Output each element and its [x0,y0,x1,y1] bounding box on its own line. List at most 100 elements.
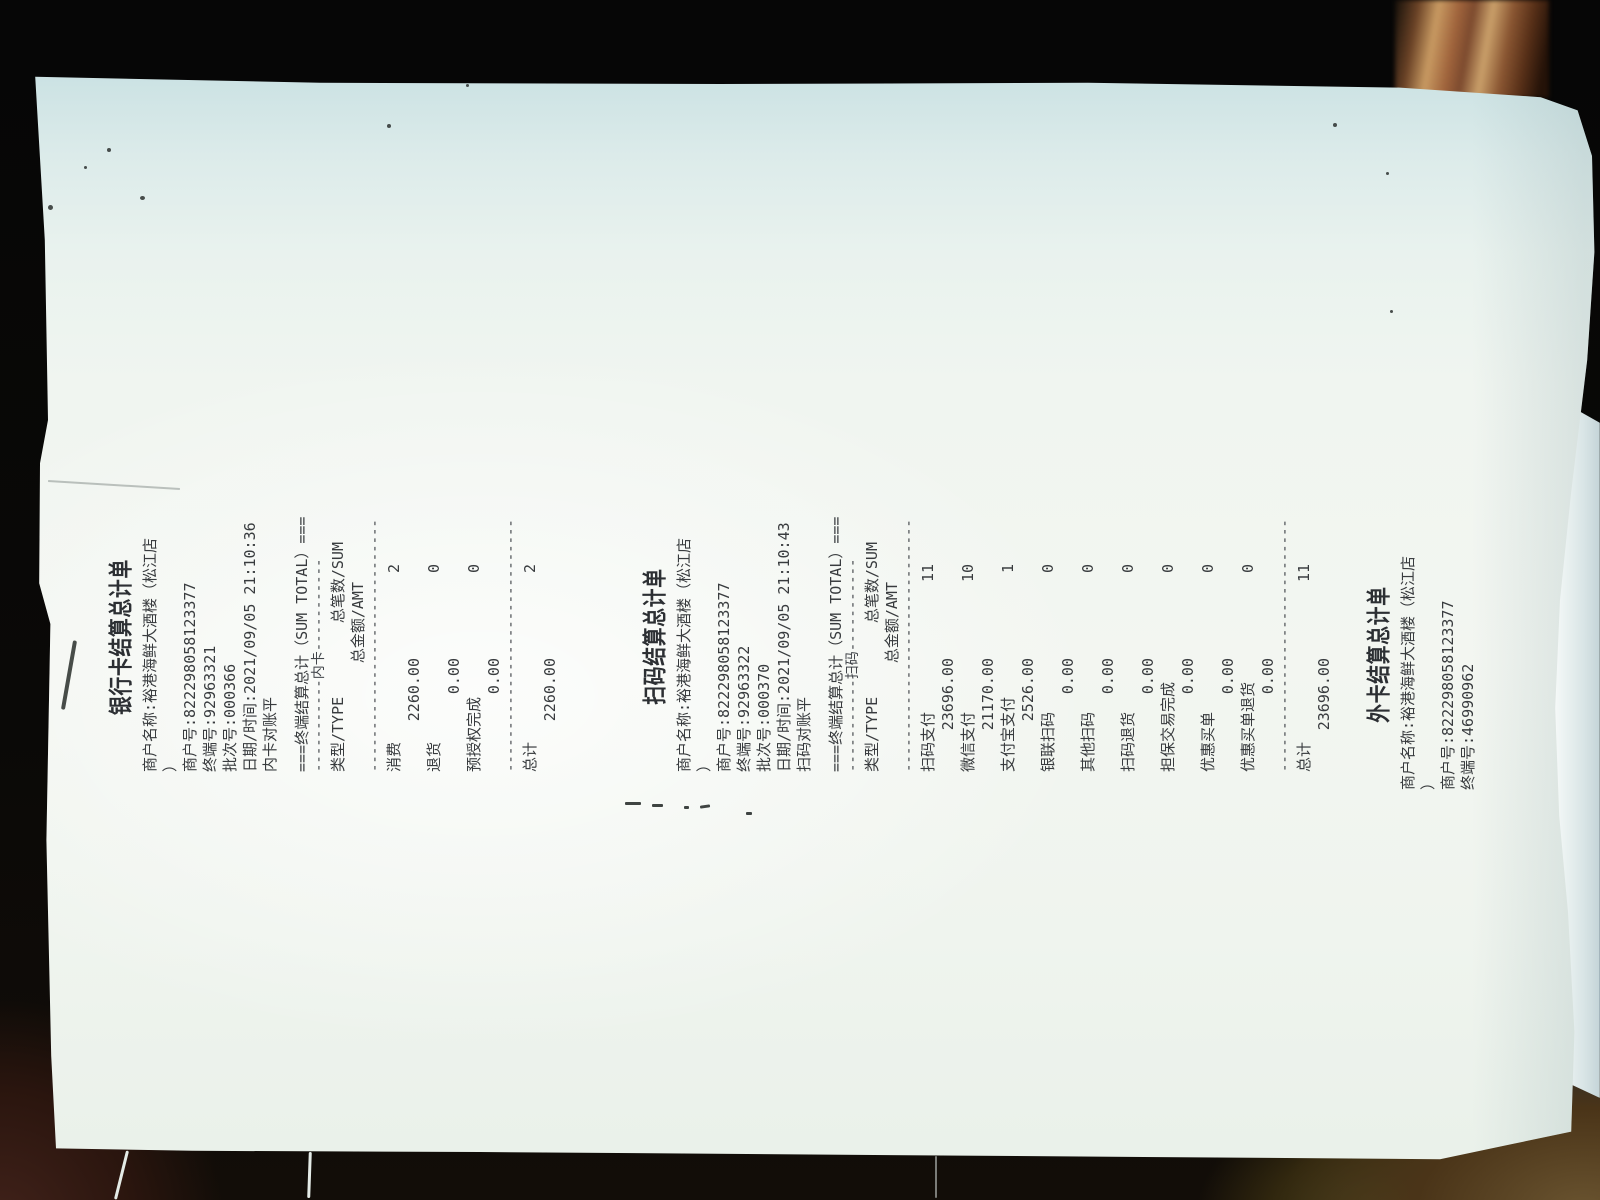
print-artifact [746,812,752,815]
item-amount: 2260.00 [405,658,423,722]
item-label: 扫码退货 [1119,711,1137,772]
item-row: 支付宝支付 1 [998,502,1018,772]
dust-speck [387,124,391,128]
total-label: 总计 [1295,741,1313,772]
sum-total-line: ===终端结算总计（SUM TOTAL）=== [827,516,845,772]
column-header-row: 类型/TYPE 总笔数/SUM [862,502,882,772]
total-amount: 2260.00 [541,658,559,722]
dust-speck [107,148,111,152]
total-row: 总计 11 [1294,502,1314,772]
item-count: 0 [1079,564,1097,574]
item-label: 微信支付 [959,711,977,772]
datetime-line: 日期/时间:2021/09/05 21:10:36 [241,522,259,772]
divider: ------------------------------ [901,519,917,772]
terminal-id-line: 终端号:92963321 [201,645,219,772]
print-artifact [625,802,641,805]
item-amount: 0.00 [1219,658,1237,695]
item-amount: 0.00 [1139,658,1157,695]
column-header-amount: 总金额/AMT [883,582,901,664]
column-header-amount: 总金额/AMT [349,582,367,664]
divider: ------------------------------ [367,519,383,772]
item-count: 0 [1239,564,1257,574]
item-label: 优惠买单退货 [1239,681,1257,772]
item-row: 微信支付 10 [958,502,978,772]
total-count: 2 [521,564,539,574]
divider: ------------------------------ [1277,519,1293,772]
receipt-title: 扫码结算总计单 [641,568,669,706]
merchant-name-line: 商户名称:裕港海鲜大酒楼（松江店 [141,537,159,772]
section-divider: -----------扫码----------- [845,558,861,772]
column-header-count: 总笔数/SUM [863,542,881,624]
item-amount: 0.00 [1059,658,1077,695]
dust-speck [48,205,53,210]
item-count: 0 [465,564,483,574]
item-count: 11 [919,564,937,583]
item-row: 优惠买单 0 [1198,502,1218,772]
item-row: 其他扫码 0 [1078,502,1098,772]
batch-no-line: 批次号:000370 [755,663,773,772]
item-label: 预授权完成 [465,696,483,772]
item-count: 1 [999,564,1017,574]
item-amount: 0.00 [1259,658,1277,695]
merchant-id-line: 商户号:822298058123377 [715,582,733,773]
item-row: 扫码支付 11 [918,502,938,772]
item-row: 扫码退货 0 [1118,502,1138,772]
print-artifact [684,806,689,809]
dust-speck [1386,172,1389,175]
receipt-title: 银行卡结算总计单 [107,559,135,715]
spacer [814,502,826,772]
item-amount: 0.00 [1179,658,1197,695]
item-amount: 0.00 [1099,658,1117,695]
divider: ------------------------------ [503,519,519,772]
item-row: 担保交易完成 0 [1158,502,1178,772]
item-row: 银联扫码 0 [1038,502,1058,772]
terminal-id-line: 终端号:46990962 [1459,663,1477,790]
item-count: 0 [425,564,443,574]
item-amount: 21170.00 [979,658,997,731]
item-label: 消费 [385,741,403,772]
item-label: 其他扫码 [1079,711,1097,772]
item-amount: 23696.00 [939,658,957,731]
total-amount: 23696.00 [1315,658,1333,731]
item-count: 0 [1159,564,1177,574]
item-label: 优惠买单 [1199,711,1217,772]
merchant-id-line: 商户号:822298058123377 [181,582,199,773]
item-row: 预授权完成 0 [464,502,484,772]
receipt-title: 外卡结算总计单 [1365,586,1393,724]
total-row: 总计 2 [520,502,540,772]
item-amount: 0.00 [445,658,463,695]
item-amount: 2526.00 [1019,658,1037,722]
reconcile-line: 扫码对账平 [795,696,813,772]
item-label: 银联扫码 [1039,711,1057,772]
cable-line [935,1156,937,1198]
item-amount: 0.00 [485,658,503,695]
datetime-line: 日期/时间:2021/09/05 21:10:43 [775,522,793,772]
column-header-count: 总笔数/SUM [329,542,347,624]
item-row: 优惠买单退货 0 [1238,502,1258,772]
receipt-qrcode: 扫码结算总计单 商户名称:裕港海鲜大酒楼（松江店 ） 商户号:822298058… [634,492,1334,782]
receipt-bankcard: 银行卡结算总计单 商户名称:裕港海鲜大酒楼（松江店 ） 商户号:82229805… [100,492,600,782]
item-count: 0 [1119,564,1137,574]
item-label: 支付宝支付 [999,696,1017,772]
dust-speck [1333,123,1337,127]
item-label: 担保交易完成 [1159,681,1177,772]
item-label: 扫码支付 [919,711,937,772]
merchant-name-line: 商户名称:裕港海鲜大酒楼（松江店 [675,537,693,772]
print-artifact [652,804,663,807]
column-header-row: 类型/TYPE 总笔数/SUM [328,502,348,772]
total-count: 11 [1295,564,1313,583]
item-label: 退货 [425,741,443,772]
item-count: 0 [1199,564,1217,574]
merchant-name-wrap: ） [161,756,179,772]
receipt-foreigncard: 外卡结算总计单 商户名称:裕港海鲜大酒楼（松江店 ） 商户号:822298058… [1358,510,1488,800]
wood-object [1395,0,1549,99]
dust-speck [466,84,469,87]
item-count: 2 [385,564,403,574]
total-label: 总计 [521,741,539,772]
spacer [280,502,292,772]
batch-no-line: 批次号:000366 [221,663,239,772]
column-header-type: 类型/TYPE [329,696,347,772]
dust-speck [84,166,87,169]
